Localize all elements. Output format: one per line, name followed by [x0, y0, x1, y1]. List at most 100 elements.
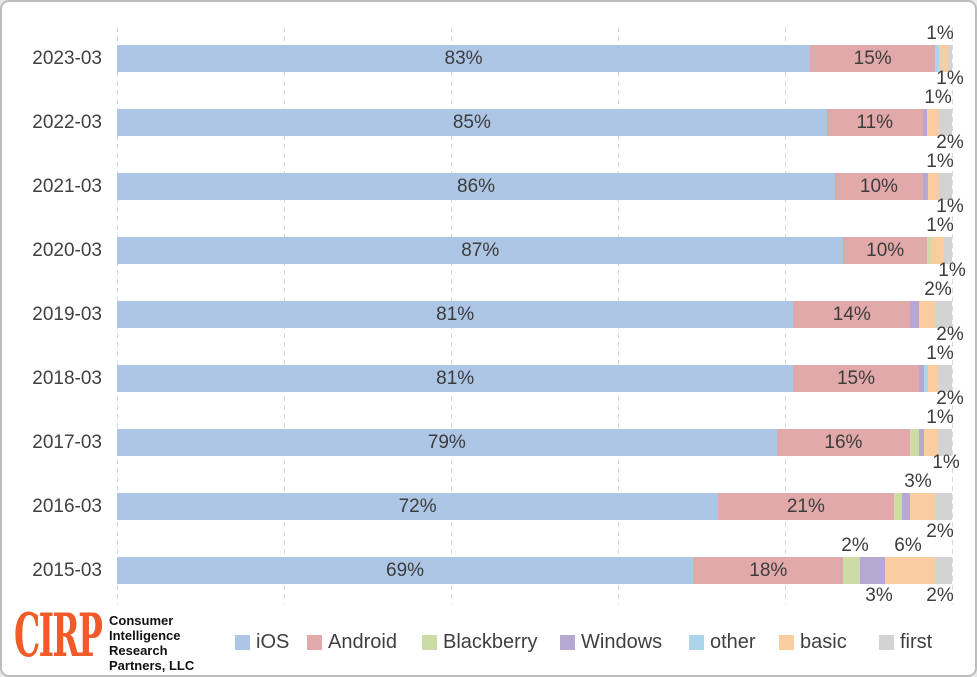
bar-value-label: 85% [452, 111, 491, 133]
bar-segment-first [935, 301, 952, 328]
bar-value-label: 79% [427, 431, 466, 453]
bar-value-label: 14% [832, 303, 871, 325]
legend-item-label: Windows [581, 631, 663, 653]
bar-value-label: 21% [786, 495, 825, 517]
legend-item-label: other [710, 631, 756, 653]
bar-segment-blackberry [843, 557, 861, 584]
bar-segment-other [923, 365, 928, 392]
bar-segment-first [943, 237, 952, 264]
bar-segment-basic [924, 429, 938, 456]
callout-label: 2% [936, 324, 964, 345]
bar-value-label: 11% [856, 111, 894, 133]
legend-item-other: other [689, 631, 756, 654]
bar-value-label: 81% [436, 303, 475, 325]
bar-segment-blackberry [893, 493, 902, 520]
legend-swatch-ios [235, 635, 250, 650]
gridline [952, 27, 953, 604]
callout-label: 2% [936, 388, 964, 409]
callout-label: 1% [936, 68, 964, 89]
legend-swatch-other [689, 635, 704, 650]
bar-segment-basic [927, 365, 938, 392]
bar-segment-first [939, 109, 952, 136]
y-axis-label: 2020-03 [32, 240, 102, 261]
logo-org-line: Partners, LLC [109, 658, 195, 673]
legend-item-label: Android [328, 631, 397, 653]
bar-value-label: 86% [457, 175, 496, 197]
callout-label: 6% [894, 535, 922, 556]
bar-segment-android: 15% [793, 365, 919, 392]
bar-segment-blackberry [926, 237, 932, 264]
bar-row: 79% 16% [117, 429, 952, 456]
legend-swatch-basic [779, 635, 794, 650]
legend-swatch-android [307, 635, 322, 650]
bar-row: 86% 10% [117, 173, 952, 200]
bar-segment-ios: 85% [117, 109, 827, 136]
bar-segment-other [935, 45, 939, 72]
legend-swatch-blackberry [422, 635, 437, 650]
y-axis-label: 2017-03 [32, 432, 102, 453]
callout-label: 1% [926, 151, 954, 172]
bar-value-label: 10% [866, 239, 905, 261]
callout-label: 1% [938, 260, 966, 281]
legend-item-ios: iOS [235, 631, 289, 654]
bar-value-label: 16% [824, 431, 863, 453]
bar-segment-ios: 69% [117, 557, 694, 584]
bar-segment-basic [927, 173, 940, 200]
bar-segment-basic [885, 557, 936, 584]
callout-label: 1% [924, 87, 952, 108]
bar-segment-android: 21% [718, 493, 894, 520]
legend-swatch-first [879, 635, 894, 650]
callout-label: 1% [926, 215, 954, 236]
y-axis-label: 2022-03 [32, 112, 102, 133]
bar-segment-first [947, 45, 952, 72]
bar-segment-first [939, 173, 952, 200]
bar-segment-basic [918, 301, 936, 328]
callout-label: 1% [926, 343, 954, 364]
callout-label: 1% [936, 196, 964, 217]
callout-label: 2% [926, 585, 954, 606]
bar-segment-ios: 87% [117, 237, 844, 264]
y-axis-label: 2021-03 [32, 176, 102, 197]
bar-segment-ios: 72% [117, 493, 719, 520]
y-axis-label: 2015-03 [32, 560, 102, 581]
bar-segment-first [935, 557, 952, 584]
bar-segment-ios: 83% [117, 45, 811, 72]
bar-value-label: 87% [461, 239, 500, 261]
bar-segment-basic [938, 45, 948, 72]
y-axis-label: 2023-03 [32, 48, 102, 69]
callout-label: 3% [904, 471, 932, 492]
bar-value-label: 72% [398, 495, 437, 517]
logo-org-line: Intelligence [109, 628, 181, 643]
bar-row: 81% 14% [117, 301, 952, 328]
bar-segment-basic [931, 237, 944, 264]
bar-value-label: 83% [444, 47, 483, 69]
legend-item-blackberry: Blackberry [422, 631, 537, 654]
callout-label: 2% [926, 521, 954, 542]
bar-segment-android: 14% [793, 301, 911, 328]
bar-segment-ios: 81% [117, 301, 794, 328]
bar-value-label: 81% [436, 367, 475, 389]
cirp-logo-orgname: Consumer Intelligence Research Partners,… [109, 613, 194, 673]
legend-item-label: first [900, 631, 933, 653]
bar-segment-blackberry [910, 429, 919, 456]
legend-item-first: first [879, 631, 932, 654]
bar-row: 81% 15% [117, 365, 952, 392]
legend-swatch-windows [560, 635, 575, 650]
bar-segment-first [937, 429, 952, 456]
bar-segment-windows [922, 109, 927, 136]
bar-segment-ios: 79% [117, 429, 777, 456]
bar-segment-android: 11% [826, 109, 923, 136]
bar-segment-first [935, 493, 952, 520]
bar-segment-windows [860, 557, 886, 584]
cirp-logo-acronym: CIRP [14, 601, 103, 671]
bar-segment-android: 18% [693, 557, 844, 584]
legend-item-label: iOS [256, 631, 290, 653]
bar-value-label: 18% [749, 559, 788, 581]
bar-row: 72% 21% [117, 493, 952, 520]
legend-item-label: basic [800, 631, 847, 653]
bar-segment-windows [918, 365, 924, 392]
bar-segment-basic [926, 109, 940, 136]
bar-value-label: 15% [836, 367, 875, 389]
bar-segment-basic [910, 493, 936, 520]
